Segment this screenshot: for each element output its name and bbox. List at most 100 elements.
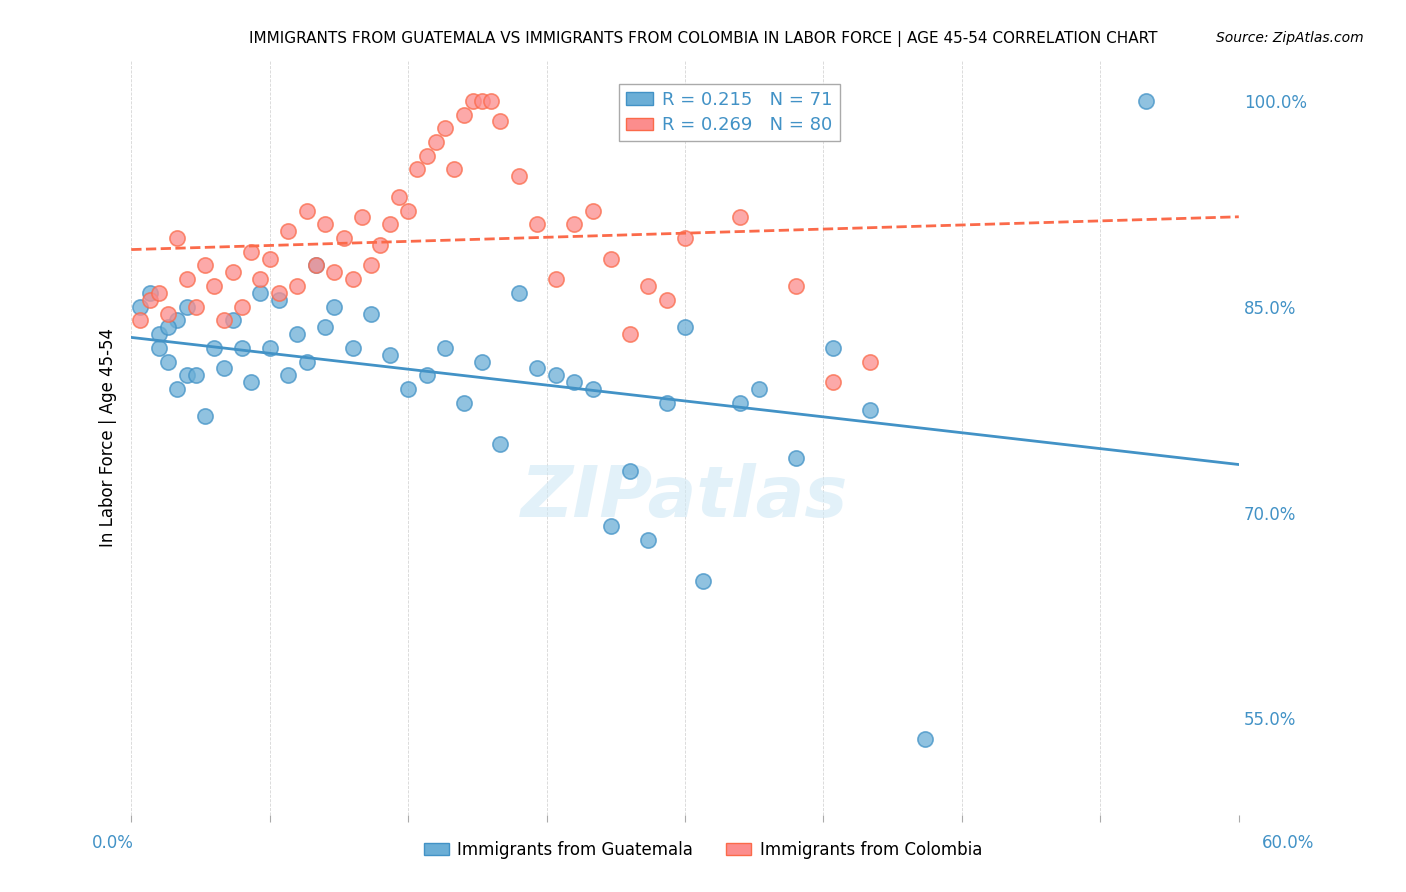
Point (148, 327, 170, 342)
Point (176, 272, 198, 286)
Point (231, 341, 253, 355)
Point (526, 217, 548, 231)
Point (184, 368, 207, 383)
Point (360, 307, 382, 321)
Point (673, 231, 696, 245)
Point (138, 285, 160, 300)
Point (222, 265, 245, 279)
Y-axis label: In Labor Force | Age 45-54: In Labor Force | Age 45-54 (100, 327, 117, 547)
Point (259, 252, 281, 266)
Legend: Immigrants from Guatemala, Immigrants from Colombia: Immigrants from Guatemala, Immigrants fr… (418, 835, 988, 866)
Point (212, 313, 235, 327)
Point (259, 341, 281, 355)
Point (332, 231, 354, 245)
Point (295, 203, 318, 218)
Point (267, 293, 290, 307)
Point (600, 519, 623, 533)
Point (378, 348, 401, 362)
Point (212, 361, 235, 376)
Point (406, 162, 429, 177)
Point (305, 259, 328, 273)
Point (1135, 94, 1157, 108)
Text: 60.0%: 60.0% (1263, 834, 1315, 852)
Point (637, 279, 659, 293)
Point (692, 574, 714, 589)
Point (184, 300, 207, 314)
Point (231, 300, 253, 314)
Text: 0.0%: 0.0% (91, 834, 134, 852)
Point (287, 327, 309, 342)
Point (148, 341, 170, 355)
Point (582, 382, 605, 396)
Point (508, 285, 530, 300)
Point (314, 217, 336, 231)
Point (194, 259, 217, 273)
Point (471, 94, 494, 108)
Point (202, 279, 225, 293)
Point (277, 368, 299, 383)
Point (148, 285, 170, 300)
Point (396, 203, 419, 218)
Point (508, 169, 530, 184)
Point (858, 402, 880, 417)
Point (471, 354, 494, 368)
Point (434, 341, 457, 355)
Point (176, 368, 198, 383)
Point (637, 533, 659, 547)
Point (295, 354, 318, 368)
Point (600, 252, 623, 266)
Text: Source: ZipAtlas.com: Source: ZipAtlas.com (1216, 31, 1364, 45)
Point (249, 272, 271, 286)
Point (323, 300, 346, 314)
Point (619, 464, 641, 478)
Point (157, 320, 180, 334)
Point (582, 203, 605, 218)
Point (305, 259, 328, 273)
Point (342, 272, 364, 286)
Point (526, 361, 548, 376)
Point (378, 217, 401, 231)
Legend: R = 0.215   N = 71, R = 0.269   N = 80: R = 0.215 N = 71, R = 0.269 N = 80 (619, 84, 839, 142)
Point (425, 135, 447, 149)
Point (194, 409, 217, 424)
Point (748, 382, 770, 396)
Point (821, 375, 844, 389)
Point (240, 375, 263, 389)
Point (655, 396, 678, 410)
Point (370, 238, 392, 252)
Point (914, 732, 936, 747)
Point (129, 300, 152, 314)
Point (396, 382, 419, 396)
Point (176, 300, 198, 314)
Point (443, 162, 465, 177)
Point (785, 450, 807, 465)
Point (821, 341, 844, 355)
Text: ZIPatlas: ZIPatlas (522, 463, 849, 532)
Point (489, 437, 512, 451)
Point (415, 149, 437, 163)
Point (562, 217, 585, 231)
Point (730, 211, 752, 225)
Point (267, 285, 290, 300)
Point (673, 320, 696, 334)
Point (453, 396, 475, 410)
Point (388, 190, 411, 204)
Point (360, 259, 382, 273)
Point (858, 354, 880, 368)
Point (544, 272, 567, 286)
Point (619, 327, 641, 342)
Point (157, 307, 180, 321)
Point (166, 231, 188, 245)
Point (434, 121, 457, 136)
Point (562, 375, 585, 389)
Point (342, 341, 364, 355)
Point (166, 382, 188, 396)
Point (287, 279, 309, 293)
Point (655, 293, 678, 307)
Point (129, 313, 152, 327)
Point (240, 244, 263, 259)
Point (314, 320, 336, 334)
Point (222, 313, 245, 327)
Point (730, 396, 752, 410)
Text: IMMIGRANTS FROM GUATEMALA VS IMMIGRANTS FROM COLOMBIA IN LABOR FORCE | AGE 45-54: IMMIGRANTS FROM GUATEMALA VS IMMIGRANTS … (249, 31, 1157, 47)
